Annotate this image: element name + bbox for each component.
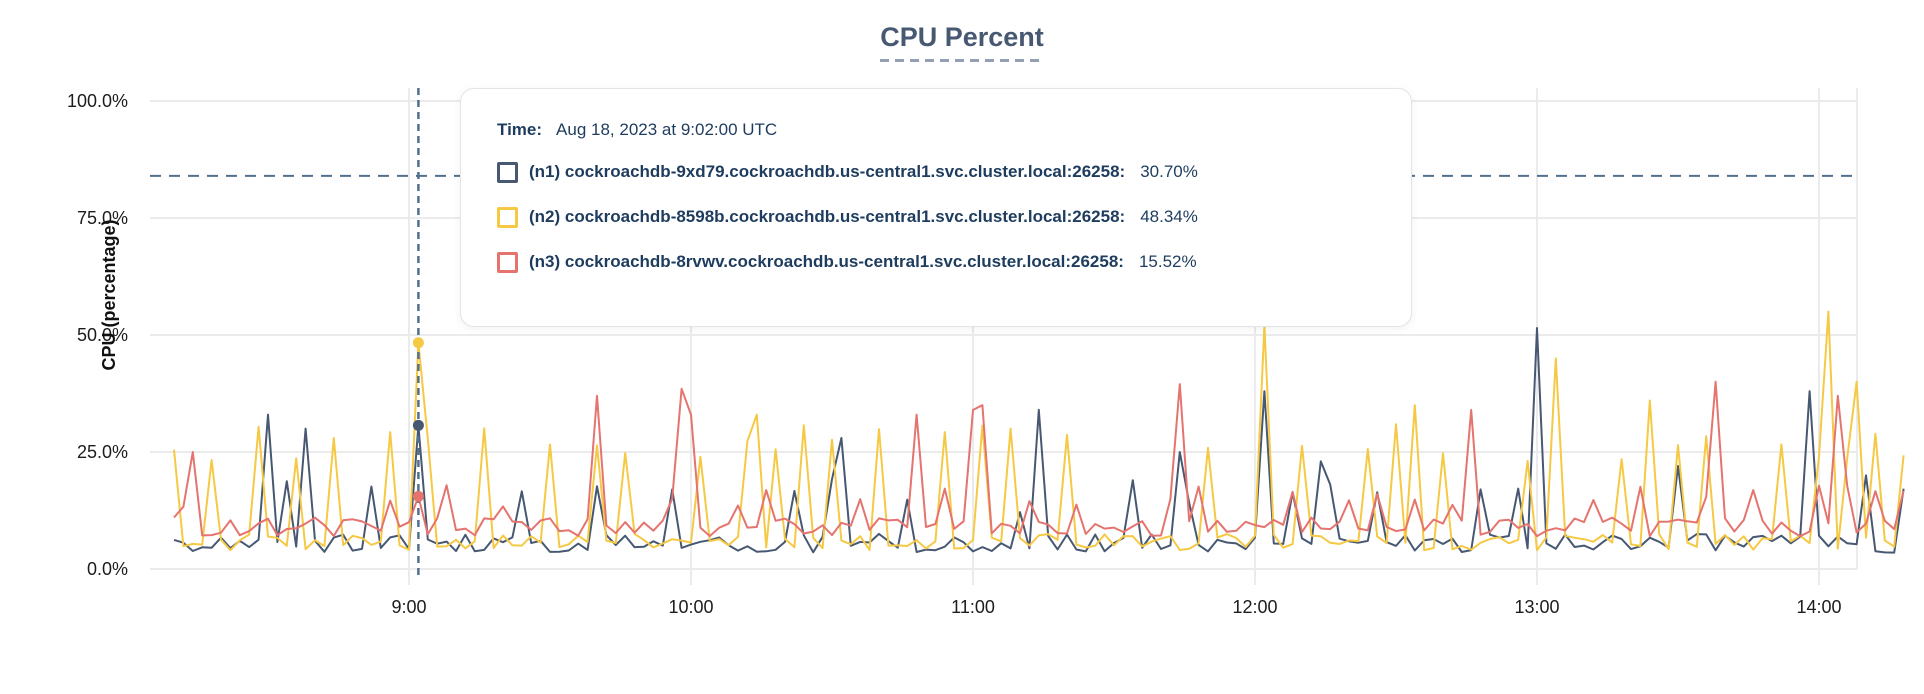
x-tick-label: 13:00 [1514,597,1559,617]
series-line-n3 [173,380,1905,538]
chart-title: CPU Percent [880,22,1044,62]
n3-swatch-icon [497,251,518,273]
hover-dot-n2 [412,337,424,349]
hover-tooltip: Time: Aug 18, 2023 at 9:02:00 UTC (n1) co… [460,88,1412,327]
x-tick-label: 12:00 [1232,597,1277,617]
series-line-n1 [173,327,1905,554]
x-tick-label: 10:00 [668,597,713,617]
hover-dot-n3 [412,490,424,502]
x-tick-label: 11:00 [951,597,995,617]
tooltip-series-value: 48.34% [1140,207,1198,226]
tooltip-time-label: Time: [497,120,543,139]
hover-dot-n1 [412,419,424,431]
tooltip-series-value: 30.70% [1140,162,1198,181]
n1-swatch-icon [497,161,518,183]
y-tick-label: 75.0% [77,208,128,228]
x-tick-label: 9:00 [391,597,426,617]
y-tick-label: 50.0% [77,325,128,345]
tooltip-series-label: (n1) cockroachdb-9xd79.cockroachdb.us-ce… [529,162,1126,181]
y-axis-title: CPU (percentage) [99,219,120,371]
tooltip-series-label: (n2) cockroachdb-8598b.cockroachdb.us-ce… [529,207,1126,226]
n2-swatch-icon [497,206,518,228]
y-tick-label: 100.0% [67,91,128,111]
tooltip-series-row: (n3) cockroachdb-8rvwv.cockroachdb.us-ce… [497,251,1381,273]
y-tick-label: 0.0% [87,559,128,579]
tooltip-series-row: (n2) cockroachdb-8598b.cockroachdb.us-ce… [497,206,1381,228]
series-line-n2 [173,310,1905,552]
tooltip-series-value: 15.52% [1138,252,1197,271]
tooltip-series-row: (n1) cockroachdb-9xd79.cockroachdb.us-ce… [497,161,1381,183]
chart-title-wrap: CPU Percent [0,22,1924,62]
tooltip-time-value: Aug 18, 2023 at 9:02:00 UTC [556,120,778,139]
tooltip-time-row: Time: Aug 18, 2023 at 9:02:00 UTC [497,120,1381,140]
tooltip-series-label: (n3) cockroachdb-8rvwv.cockroachdb.us-ce… [529,252,1124,271]
x-tick-label: 14:00 [1796,597,1841,617]
y-tick-label: 25.0% [77,442,128,462]
